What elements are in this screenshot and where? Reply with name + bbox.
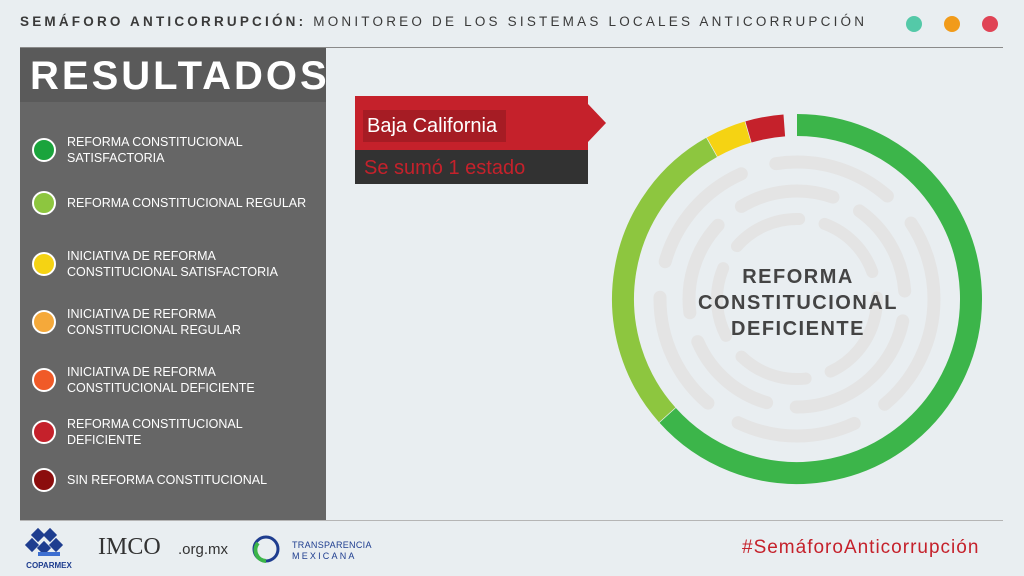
legend-dot — [32, 138, 56, 162]
center-label-line: REFORMA — [742, 266, 854, 288]
legend-item: INICIATIVA DE REFORMA CONSTITUCIONAL SAT… — [32, 248, 322, 280]
donut-segment-1 — [612, 137, 718, 423]
transparencia-logo-line1: TRANSPARENCIA — [292, 540, 372, 550]
legend-dot — [32, 310, 56, 334]
panel-title: RESULTADOS — [20, 48, 327, 102]
page-header: SEMÁFORO ANTICORRUPCIÓN: MONITOREO DE LO… — [20, 14, 880, 36]
dot-orange — [944, 16, 960, 32]
footer-rule — [20, 520, 1003, 521]
transparencia-logo-icon — [252, 535, 280, 563]
header-rule — [20, 47, 1003, 48]
coparmex-logo-text: COPARMEX — [26, 561, 72, 570]
dot-red — [982, 16, 998, 32]
imco-logo-suffix: .org.mx — [178, 541, 229, 558]
legend-dot — [32, 468, 56, 492]
callout-state: Baja California — [363, 110, 507, 142]
legend-label: INICIATIVA DE REFORMA CONSTITUCIONAL SAT… — [67, 249, 278, 279]
legend-dot — [32, 191, 56, 215]
legend-label: REFORMA CONSTITUCIONAL SATISFACTORIA — [67, 135, 243, 165]
header-title-bold: SEMÁFORO ANTICORRUPCIÓN: — [20, 14, 307, 29]
hashtag-text: #SemáforoAnticorrupción — [742, 537, 980, 558]
dot-teal — [906, 16, 922, 32]
callout-note: Se sumó 1 estado — [355, 150, 588, 184]
donut-segment-0 — [659, 114, 982, 484]
donut-segments — [612, 114, 982, 484]
legend-label: INICIATIVA DE REFORMA CONSTITUCIONAL DEF… — [67, 365, 255, 395]
imco-logo: IMCO — [98, 534, 161, 560]
results-panel — [20, 48, 326, 520]
legend-label: SIN REFORMA CONSTITUCIONAL — [67, 473, 268, 487]
coparmex-logo-icon — [24, 527, 64, 556]
legend-item: SIN REFORMA CONSTITUCIONAL — [32, 468, 322, 492]
donut-center-label: REFORMA CONSTITUCIONAL DEFICIENTE — [680, 264, 916, 342]
legend-item: INICIATIVA DE REFORMA CONSTITUCIONAL REG… — [32, 306, 322, 338]
legend-dot — [32, 368, 56, 392]
legend-dot — [32, 252, 56, 276]
legend-item: REFORMA CONSTITUCIONAL DEFICIENTE — [32, 416, 322, 448]
donut-decoration — [653, 155, 941, 443]
legend-dot — [32, 420, 56, 444]
transparencia-logo-line2: MEXICANA — [292, 551, 357, 561]
header-title-rest: MONITOREO DE LOS SISTEMAS LOCALES ANTICO… — [313, 14, 868, 29]
callout-arrow — [588, 104, 606, 142]
legend-item: INICIATIVA DE REFORMA CONSTITUCIONAL DEF… — [32, 364, 322, 396]
header-dots — [906, 16, 998, 32]
legend-label: REFORMA CONSTITUCIONAL REGULAR — [67, 196, 307, 210]
legend-label: REFORMA CONSTITUCIONAL DEFICIENTE — [67, 417, 243, 447]
legend-label: INICIATIVA DE REFORMA CONSTITUCIONAL REG… — [67, 307, 241, 337]
legend-item: REFORMA CONSTITUCIONAL SATISFACTORIA — [32, 134, 322, 166]
legend-item: REFORMA CONSTITUCIONAL REGULAR — [32, 191, 322, 215]
donut-segment-2 — [706, 121, 752, 157]
center-label-line: CONSTITUCIONAL — [698, 292, 898, 314]
donut-segment-3 — [745, 114, 786, 143]
center-label-line: DEFICIENTE — [731, 318, 865, 340]
